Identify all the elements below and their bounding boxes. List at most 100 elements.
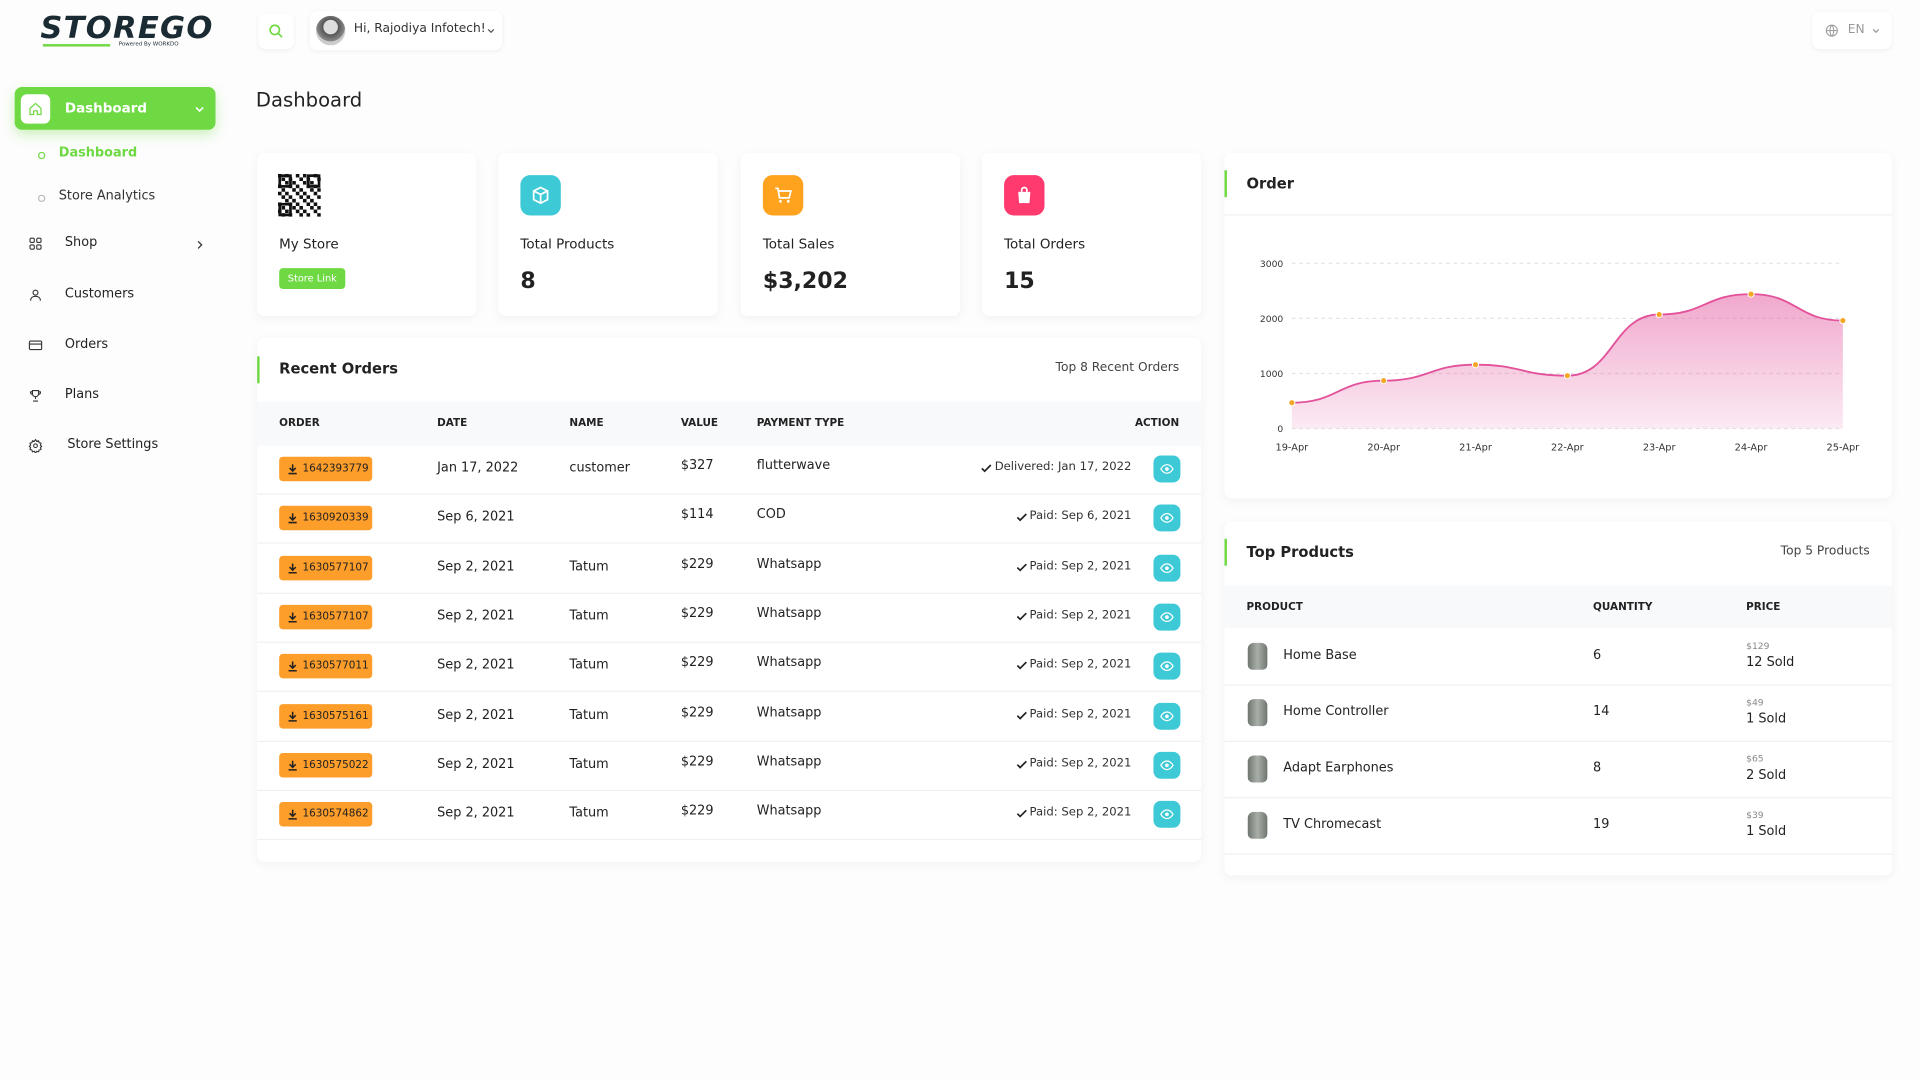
order-button[interactable]: 1630920339: [279, 506, 373, 531]
order-button[interactable]: 1630575161: [279, 703, 373, 728]
payment-type: Whatsapp: [756, 605, 822, 621]
column-header: ACTION: [1134, 417, 1180, 430]
data-point: [1471, 361, 1480, 369]
stat-icon: [762, 175, 804, 216]
language-button[interactable]: [1812, 12, 1892, 49]
order-id: 1630577011: [302, 660, 369, 673]
view-button[interactable]: [1153, 455, 1181, 483]
order-id: 1630575022: [302, 758, 369, 772]
menu-icon: [28, 438, 43, 454]
menu-item[interactable]: Shop: [64, 235, 98, 250]
order-value: $327: [680, 457, 714, 473]
view-button[interactable]: [1153, 554, 1181, 582]
customer-name: Tatum: [569, 559, 609, 574]
avatar: [315, 15, 346, 46]
view-button[interactable]: [1153, 702, 1181, 730]
menu-item[interactable]: Orders: [64, 336, 109, 352]
menu-item[interactable]: Plans: [64, 386, 99, 402]
menu-icon: [29, 390, 42, 402]
view-button[interactable]: [1153, 800, 1181, 828]
data-point: [1380, 377, 1388, 385]
order-button[interactable]: 1630574862: [279, 802, 373, 827]
x-tick-label: 20-Apr: [1367, 443, 1401, 454]
order-button[interactable]: 1630575022: [279, 752, 373, 778]
order-button[interactable]: 1630577107: [279, 604, 373, 630]
chevron: [487, 28, 495, 34]
card-subtitle: Top 8 Recent Orders: [1055, 361, 1180, 375]
stat-card: Total Orders 15: [982, 153, 1202, 316]
product-image: [1247, 699, 1268, 727]
chevron-right: [197, 240, 203, 249]
download-icon: [288, 661, 297, 672]
row-divider: [257, 542, 1202, 545]
x-tick-label: 19-Apr: [1275, 443, 1309, 454]
x-tick-label: 22-Apr: [1551, 443, 1585, 454]
row-divider: [257, 641, 1202, 643]
eye-icon: [1160, 710, 1174, 721]
customer-name: Tatum: [569, 805, 609, 821]
check-icon: [1016, 563, 1027, 572]
check-icon: [1016, 513, 1027, 522]
product-sold: 2 Sold: [1746, 767, 1787, 783]
product-price: $39: [1746, 809, 1764, 821]
download-icon: [288, 809, 297, 820]
tagline: Powered By WORKDO: [118, 41, 179, 48]
product-image: [1247, 642, 1268, 670]
order-id: 1630920339: [302, 512, 369, 525]
download-icon: [288, 563, 297, 574]
check-icon: [1016, 809, 1027, 818]
data-point: [1839, 317, 1847, 325]
area: [1291, 294, 1843, 429]
check-icon: [1016, 661, 1027, 670]
payment-type: Whatsapp: [756, 803, 822, 819]
order-button[interactable]: 1630577107: [279, 555, 373, 580]
payment-type: Whatsapp: [756, 556, 822, 572]
order-button[interactable]: 1630577011: [279, 654, 373, 679]
order-id: 1630577107: [302, 561, 369, 574]
table-header: [1224, 585, 1892, 629]
language: EN: [1847, 23, 1865, 37]
order-id: 1630575161: [302, 709, 369, 722]
order-value: $229: [680, 655, 714, 671]
store-link-button[interactable]: Store Link: [279, 268, 346, 289]
stat-card: My Store Store Link: [257, 153, 477, 316]
order-status: Paid: Sep 2, 2021: [1029, 608, 1132, 622]
download-icon: [288, 711, 297, 722]
view-button[interactable]: [1153, 751, 1181, 779]
order-date: Sep 2, 2021: [437, 707, 515, 722]
product-price: $49: [1746, 696, 1764, 708]
submenu-item[interactable]: Store Analytics: [58, 188, 156, 204]
customer-name: Tatum: [569, 756, 609, 772]
stat-label: Total Orders: [1004, 236, 1086, 253]
menu-icon-box: [20, 94, 51, 124]
view-button[interactable]: [1153, 603, 1181, 631]
order-date: Sep 2, 2021: [437, 756, 515, 772]
menu-item[interactable]: Customers: [64, 286, 135, 302]
view-button[interactable]: [1153, 504, 1181, 532]
customer-name: customer: [569, 460, 630, 476]
search-button[interactable]: [258, 13, 294, 49]
order-id: 1630577107: [302, 610, 369, 624]
customer-name: Tatum: [569, 657, 609, 673]
view-button[interactable]: [1153, 652, 1181, 680]
payment-type: Whatsapp: [756, 754, 822, 769]
order-chart: 0 1000 2000 3000 19-Apr 20-Apr 21-Apr 22-Apr 23-…: [1260, 259, 1860, 454]
menu-item[interactable]: Store Settings: [67, 437, 159, 452]
check-icon: [1016, 760, 1027, 769]
product-quantity: 19: [1593, 816, 1610, 832]
menu-icon: [29, 237, 42, 250]
menu-label: Dashboard: [64, 100, 148, 117]
payment-type: flutterwave: [756, 457, 831, 473]
order-button[interactable]: 1642393779: [279, 456, 373, 482]
product-price: $129: [1746, 640, 1770, 652]
order-chart-card: Order 0 1000 2000 3000 19-Apr 20-Apr 21-Apr 22-A…: [1224, 153, 1892, 499]
y-tick-label: 1000: [1260, 369, 1284, 380]
eye-icon: [1160, 562, 1174, 573]
order-date: Sep 2, 2021: [437, 559, 515, 574]
submenu-item[interactable]: Dashboard: [58, 145, 138, 161]
card-title: Recent Orders: [279, 360, 398, 378]
stat-label: Total Products: [520, 236, 615, 253]
product-name: TV Chromecast: [1283, 816, 1382, 832]
stat-card: Total Products 8: [498, 153, 718, 316]
